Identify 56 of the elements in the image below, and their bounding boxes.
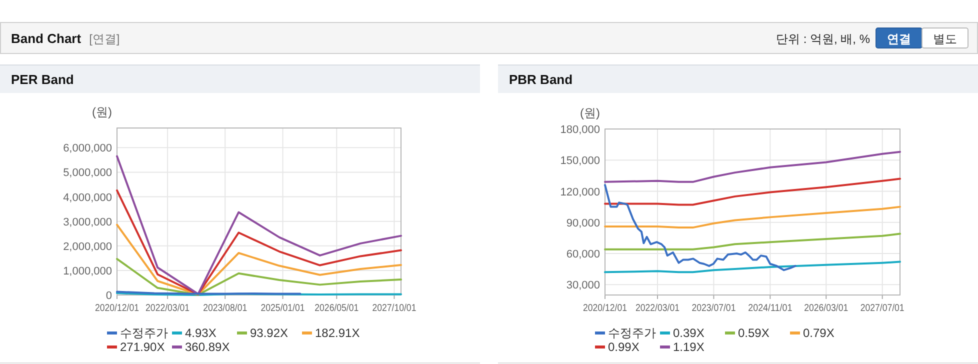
text: [연결] bbox=[89, 32, 120, 46]
line-series bbox=[604, 184, 796, 272]
x-tick-label: 2023/08/01 bbox=[203, 303, 254, 314]
legend-label: 182.91X bbox=[315, 326, 360, 340]
y-axis-title: (원) bbox=[92, 105, 112, 119]
y-tick-label: 30,000 bbox=[566, 280, 600, 292]
x-tick-label: 2020/12/01 bbox=[583, 303, 634, 314]
y-tick-label: 3,000,000 bbox=[63, 216, 112, 228]
line-series bbox=[116, 224, 402, 296]
line-series bbox=[604, 150, 901, 183]
y-tick-label: 6,000,000 bbox=[63, 142, 112, 155]
x-tick-label: 2023/07/01 bbox=[692, 303, 742, 314]
y-tick-label: 150,000 bbox=[560, 155, 600, 168]
chart-title: PER Band bbox=[11, 72, 74, 87]
x-tick-label: 2024/11/01 bbox=[748, 303, 798, 314]
legend-label: 360.89X bbox=[185, 340, 230, 354]
line-series bbox=[604, 178, 901, 206]
line-series bbox=[604, 260, 901, 274]
legend-label: 수정주가 bbox=[120, 326, 168, 340]
legend-label: 271.90X bbox=[120, 340, 165, 354]
legend-label: 0.39X bbox=[673, 326, 704, 340]
y-tick-label: 2,000,000 bbox=[63, 240, 112, 253]
legend-label: 4.93X bbox=[185, 326, 216, 340]
y-axis-title: (원) bbox=[580, 106, 600, 120]
y-tick-label: 4,000,000 bbox=[63, 192, 112, 204]
line-series bbox=[116, 258, 402, 296]
y-tick-label: 180,000 bbox=[560, 124, 600, 136]
line-series bbox=[604, 206, 901, 229]
y-tick-label: 1,000,000 bbox=[63, 265, 112, 278]
y-tick-label: 90,000 bbox=[566, 217, 600, 230]
text: 별도 bbox=[933, 32, 957, 46]
line-series bbox=[604, 232, 901, 250]
y-tick-label: 0 bbox=[106, 290, 112, 302]
chart-title: PBR Band bbox=[509, 72, 573, 87]
x-tick-label: 2022/03/01 bbox=[636, 303, 686, 314]
legend-label: 수정주가 bbox=[608, 326, 656, 340]
x-tick-label: 2025/01/01 bbox=[260, 303, 311, 314]
legend-label: 1.19X bbox=[673, 340, 704, 354]
x-tick-label: 2027/10/01 bbox=[372, 303, 422, 314]
text: 단위 : 억원, 배, % bbox=[776, 32, 870, 46]
y-tick-label: 60,000 bbox=[566, 248, 600, 260]
x-tick-label: 2026/05/01 bbox=[314, 303, 365, 314]
line-series bbox=[116, 155, 402, 296]
x-tick-label: 2020/12/01 bbox=[95, 303, 146, 314]
y-tick-label: 120,000 bbox=[560, 186, 600, 198]
x-tick-label: 2026/03/01 bbox=[804, 303, 854, 314]
text: 연결 bbox=[887, 32, 911, 46]
legend-label: 0.99X bbox=[608, 340, 640, 354]
legend-label: 0.59X bbox=[738, 326, 770, 340]
y-tick-label: 5,000,000 bbox=[63, 167, 112, 180]
legend-label: 93.92X bbox=[250, 326, 288, 340]
x-tick-label: 2022/03/01 bbox=[146, 303, 196, 314]
x-tick-label: 2027/07/01 bbox=[860, 303, 910, 314]
legend-label: 0.79X bbox=[803, 326, 834, 340]
line-series bbox=[116, 189, 402, 296]
text: Band Chart bbox=[11, 31, 82, 46]
